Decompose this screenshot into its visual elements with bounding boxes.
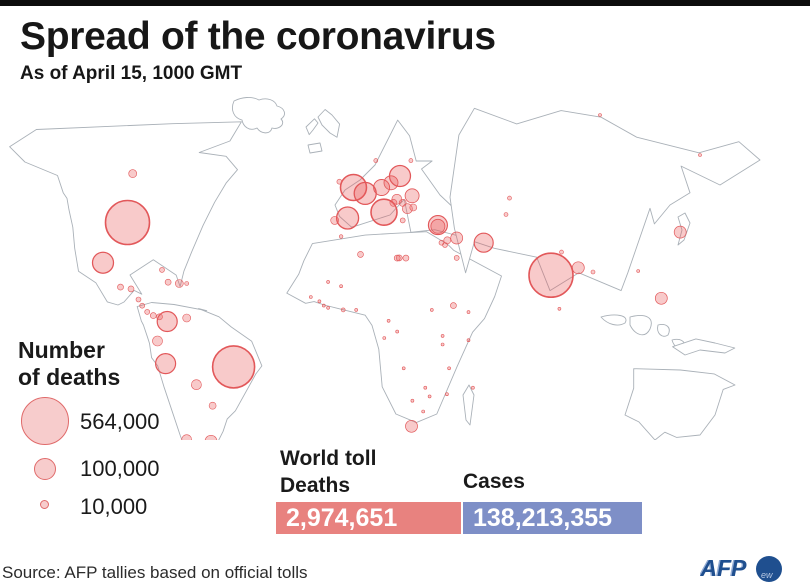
svg-text:ew: ew [761,570,773,580]
svg-text:AFP: AFP [700,556,747,581]
